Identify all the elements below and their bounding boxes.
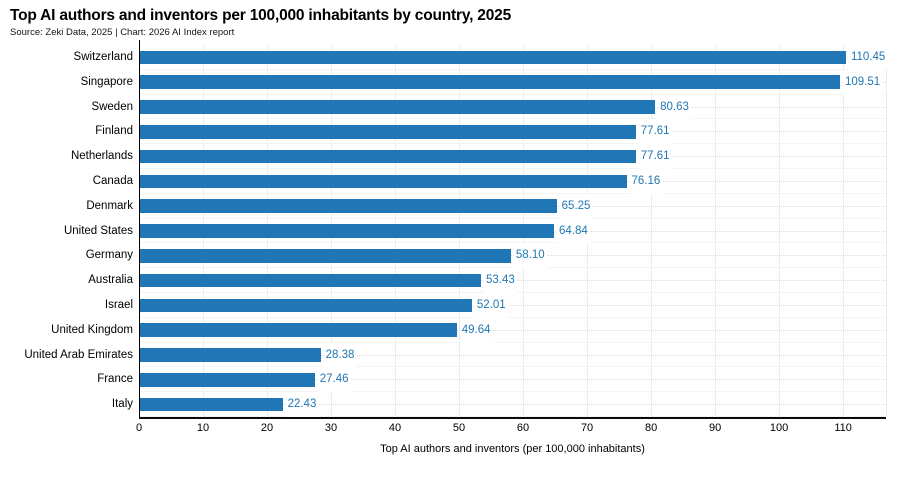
value-label: 58.10 xyxy=(513,243,547,269)
bar-row: 53.43 xyxy=(139,268,886,293)
x-tick-label: 80 xyxy=(644,422,658,434)
bar-finland xyxy=(139,125,636,139)
x-tick-label: 10 xyxy=(196,422,210,434)
plot-area: 110.45 109.51 80.63 77.61 77.61 76.16 65.25 64.… xyxy=(139,45,888,417)
y-axis-labels: Switzerland Singapore Sweden Finland Netherl… xyxy=(0,45,133,417)
bar-row: 80.63 xyxy=(139,94,886,120)
row-guide-line xyxy=(139,329,886,331)
bar-united-states xyxy=(139,224,555,238)
value-label: 80.63 xyxy=(658,94,691,120)
bar-united-arab-emirates xyxy=(139,348,321,362)
country-label: Denmark xyxy=(86,199,133,212)
country-label: United Arab Emirates xyxy=(24,348,133,361)
value-label: 49.64 xyxy=(459,317,493,343)
bar-row: 77.61 xyxy=(139,119,886,145)
country-label: Sweden xyxy=(91,100,133,113)
country-label: France xyxy=(97,373,133,386)
country-label: Canada xyxy=(92,175,133,187)
chart-title: Top AI authors and inventors per 100,000… xyxy=(10,7,511,24)
value-label: 77.61 xyxy=(638,144,672,169)
bar-singapore xyxy=(139,75,840,89)
country-label: Australia xyxy=(88,274,133,287)
bar-row: 65.25 xyxy=(139,193,886,219)
country-label: Finland xyxy=(95,125,133,138)
country-label: Switzerland xyxy=(73,51,133,63)
value-label: 65.25 xyxy=(559,193,593,219)
chart-subtitle: Source: Zeki Data, 2025 | Chart: 2026 AI… xyxy=(10,27,235,38)
country-label: United Kingdom xyxy=(51,323,133,336)
bar-row: 64.84 xyxy=(139,218,886,244)
value-label: 76.16 xyxy=(629,169,663,194)
bar-row: 77.61 xyxy=(139,144,886,169)
country-label: Netherlands xyxy=(70,150,133,163)
country-label: Germany xyxy=(85,249,133,262)
x-tick-label: 0 xyxy=(135,422,143,434)
bar-row: 27.46 xyxy=(139,367,886,393)
value-label: 109.51 xyxy=(842,69,883,95)
bar-row: 28.38 xyxy=(139,342,886,368)
bar-row: 22.43 xyxy=(139,392,886,417)
bar-sweden xyxy=(139,100,656,114)
bar-france xyxy=(139,373,315,387)
x-tick-label: 100 xyxy=(769,422,789,434)
x-tick-label: 70 xyxy=(580,422,594,434)
value-label: 53.43 xyxy=(484,268,517,293)
y-axis-line xyxy=(138,40,140,417)
bar-australia xyxy=(139,273,481,288)
x-axis-ticks: 0 10 20 30 40 50 60 70 80 90 100 110 xyxy=(135,422,886,436)
country-label: Singapore xyxy=(80,75,133,88)
x-axis-line xyxy=(139,416,886,419)
bar-row: 110.45 xyxy=(139,45,888,70)
x-tick-label: 30 xyxy=(324,422,338,434)
value-label: 52.01 xyxy=(474,293,508,318)
row-guide-line xyxy=(139,404,886,406)
country-label: Italy xyxy=(111,398,133,411)
row-guide-line xyxy=(139,305,886,306)
bar-row: 76.16 xyxy=(139,169,886,194)
bar-germany xyxy=(139,249,511,263)
bar-row: 58.10 xyxy=(139,243,886,269)
x-tick-label: 40 xyxy=(388,422,402,434)
bar-united-kingdom xyxy=(139,323,457,337)
value-label: 64.84 xyxy=(557,218,590,244)
value-label: 110.45 xyxy=(848,45,888,70)
bar-italy xyxy=(139,397,283,412)
value-label: 28.38 xyxy=(323,342,357,368)
bar-row: 109.51 xyxy=(139,69,886,95)
x-tick-label: 110 xyxy=(834,422,852,434)
x-tick-label: 90 xyxy=(708,422,722,434)
bar-israel xyxy=(139,298,472,313)
row-guide-line xyxy=(139,255,886,257)
bar-denmark xyxy=(139,199,557,213)
x-tick-label: 50 xyxy=(452,422,466,434)
x-tick-label: 60 xyxy=(516,422,530,434)
bar-row: 52.01 xyxy=(139,293,886,318)
row-guide-line xyxy=(139,379,886,381)
row-guide-line xyxy=(139,354,886,356)
bar-row: 49.64 xyxy=(139,317,886,343)
x-tick-label: 20 xyxy=(260,422,274,434)
bar-switzerland xyxy=(139,50,846,65)
value-label: 77.61 xyxy=(638,119,672,145)
country-label: Israel xyxy=(104,299,133,311)
value-label: 27.46 xyxy=(317,367,351,393)
value-label: 22.43 xyxy=(285,392,319,417)
bar-canada xyxy=(139,174,627,189)
vertical-gridline xyxy=(886,45,887,417)
bar-netherlands xyxy=(139,149,636,164)
country-label: United States xyxy=(63,224,133,237)
x-axis-title: Top AI authors and inventors (per 100,00… xyxy=(380,443,645,455)
